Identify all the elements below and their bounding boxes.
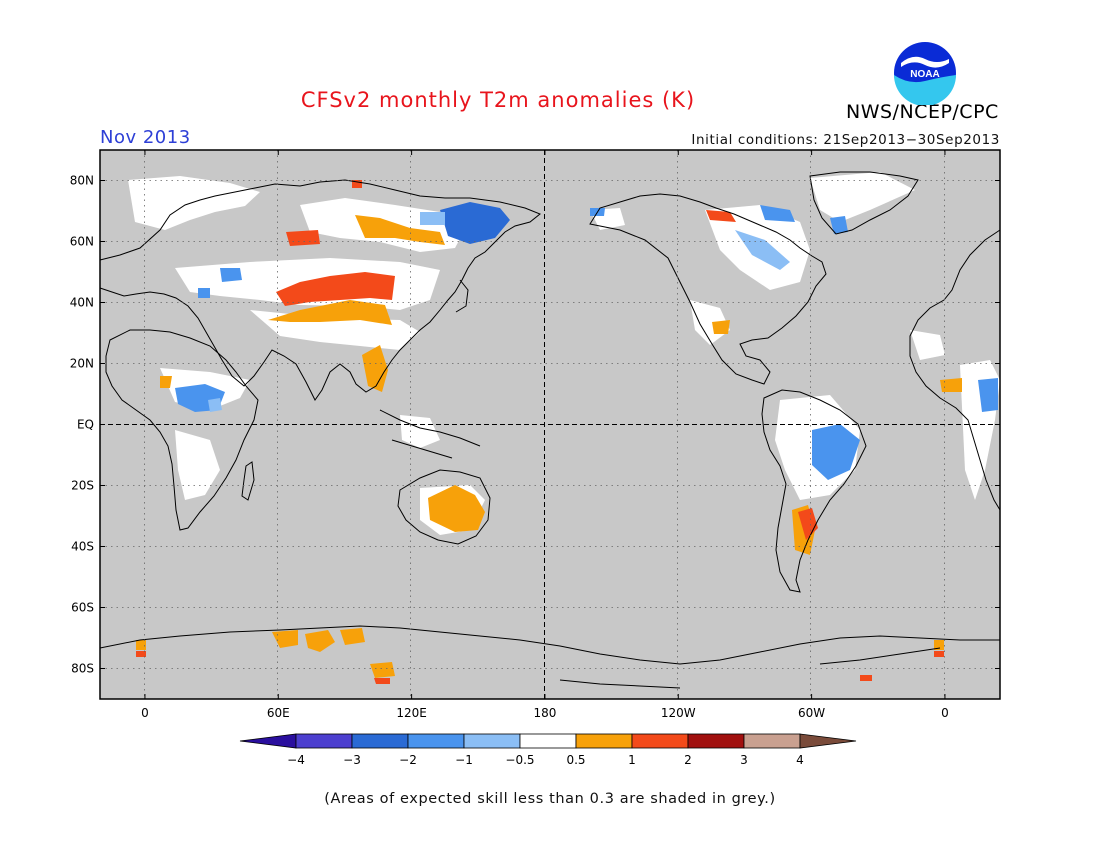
lat-tick-label: 80N [70,174,94,188]
colorbar-segment [407,733,465,749]
lon-tick-label: 60W [798,706,825,720]
lon-tick-label: 120W [661,706,696,720]
lat-tick-label: 60N [70,235,94,249]
colorbar-label: 2 [684,753,692,767]
lat-tick-label: 20S [71,479,94,493]
colorbar-arrow-high [799,733,857,749]
colorbar-label: 4 [796,753,804,767]
noaa-logo: NOAA [894,42,956,105]
colorbar-segment [743,733,801,749]
colorbar-segment [575,733,633,749]
colorbar-label: 1 [628,753,636,767]
coastlines [99,171,1001,689]
forecast-month: Nov 2013 [100,127,191,148]
cold-anomalies-medium [440,202,510,244]
lat-tick-label: 60S [71,601,94,615]
agency-label: NWS/NCEP/CPC [846,101,999,123]
colorbar: −4 −3 −2 −1 −0.5 0.5 1 2 3 4 [239,733,857,767]
colorbar-arrow-low [239,733,297,749]
colorbar-segment [687,733,745,749]
colorbar-label: −2 [399,753,417,767]
lat-tick-label: EQ [77,418,94,432]
colorbar-label: 0.5 [566,753,585,767]
warm-anomalies-strong [136,180,944,684]
chart-title: CFSv2 monthly T2m anomalies (K) [0,88,1100,112]
colorbar-label: −1 [455,753,473,767]
lon-tick-label: 0 [141,706,149,720]
lat-tick-label: 40S [71,540,94,554]
warm-anomalies-light [136,215,962,678]
lat-tick-label: 20N [70,357,94,371]
colorbar-segment [463,733,521,749]
lat-tick-label: 40N [70,296,94,310]
lat-axis: 80N 60N 40N 20N EQ 20S 40S 60S 80S [70,174,1000,676]
lon-tick-label: 180 [533,706,556,720]
noaa-logo-text: NOAA [910,69,939,80]
reference-lines [100,150,1000,699]
graticule [100,150,1000,699]
cold-anomalies-pale [208,212,790,412]
lon-axis: 0 60E 120E 180 120W 60W 0 [141,150,949,720]
colorbar-label: 3 [740,753,748,767]
chart-title-text: CFSv2 monthly T2m anomalies (K) [300,88,696,112]
colorbar-label: −0.5 [505,753,534,767]
lon-tick-label: 0 [941,706,949,720]
lon-tick-label: 60E [267,706,290,720]
lon-tick-label: 120E [396,706,427,720]
colorbar-segment [295,733,353,749]
lat-tick-label: 80S [71,662,94,676]
skill-footnote: (Areas of expected skill less than 0.3 a… [324,791,776,807]
colorbar-label: −4 [287,753,305,767]
colorbar-segment [351,733,409,749]
colorbar-segment [631,733,689,749]
colorbar-label: −3 [343,753,361,767]
initial-conditions: Initial conditions: 21Sep2013−30Sep2013 [691,132,1000,148]
colorbar-segment [519,733,577,749]
